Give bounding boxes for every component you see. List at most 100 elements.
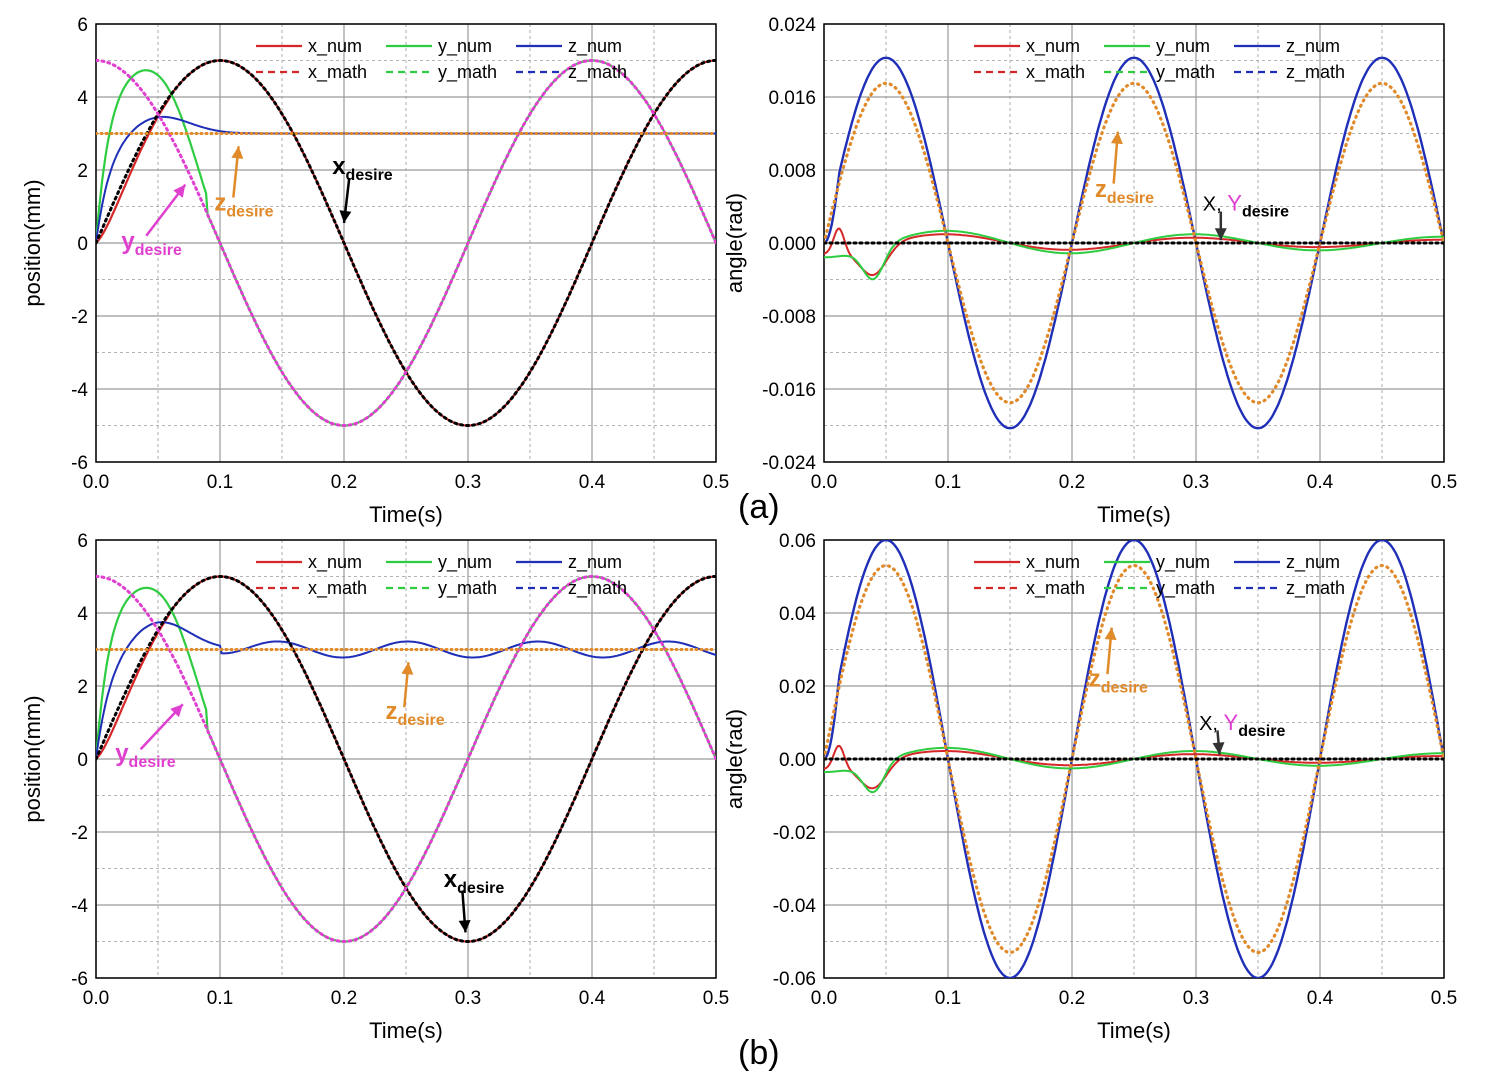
series-y-num: [824, 229, 1444, 281]
x-tick-label: 0.2: [1059, 472, 1085, 493]
x-tick-label: 0.0: [811, 988, 837, 1009]
annotation-label: X, Ydesire: [1203, 191, 1289, 221]
legend-label: z_math: [1286, 62, 1345, 83]
legend-label: z_num: [568, 36, 622, 57]
legend-label: z_num: [1286, 552, 1340, 573]
x-tick-label: 0.1: [207, 988, 233, 1009]
annotation-arrowhead: [339, 210, 352, 223]
y-tick-label: 4: [77, 604, 88, 625]
legend-label: x_num: [308, 552, 362, 573]
series-z-desire: [824, 81, 1444, 405]
x-tick-label: 0.4: [579, 988, 606, 1009]
y-tick-label: -6: [71, 453, 88, 474]
x-tick-label: 0.5: [703, 472, 729, 493]
series-z-num: [824, 56, 1444, 430]
y-axis-label: angle(rad): [722, 709, 747, 809]
y-tick-label: 6: [77, 531, 88, 552]
legend-label: z_num: [1286, 36, 1340, 57]
y-tick-label: 0.00: [779, 750, 816, 771]
legend-label: y_num: [438, 552, 492, 573]
annotation-arrowhead: [1110, 131, 1123, 145]
series-y-desire: [96, 575, 716, 943]
y-tick-label: -0.02: [773, 823, 816, 844]
legend-label: y_math: [438, 62, 497, 83]
y-tick-label: -0.024: [762, 453, 816, 474]
x-tick-label: 0.4: [1307, 988, 1334, 1009]
y-tick-label: -2: [71, 307, 88, 328]
x-tick-label: 0.2: [1059, 988, 1085, 1009]
y-tick-label: 2: [77, 161, 88, 182]
annotation-arrowhead: [1214, 228, 1227, 241]
legend-label: x_math: [308, 578, 367, 599]
annotation-arrowhead: [173, 184, 186, 198]
y-tick-label: 0: [77, 750, 88, 771]
y-tick-label: 4: [77, 88, 88, 109]
annotation-arrowhead: [401, 662, 414, 675]
panel-label-b: (b): [738, 1034, 780, 1072]
annotation-label: zdesire: [1095, 176, 1154, 207]
series-group: [96, 59, 716, 427]
x-tick-label: 0.3: [455, 472, 481, 493]
y-tick-label: -4: [71, 896, 88, 917]
x-axis-label: Time(s): [369, 1018, 443, 1043]
x-tick-label: 0.1: [207, 472, 233, 493]
legend-label: y_math: [1156, 62, 1215, 83]
y-tick-label: 6: [77, 15, 88, 36]
y-tick-label: 0.024: [768, 15, 816, 36]
annotation-arrowhead: [231, 146, 244, 159]
legend-label: z_math: [568, 62, 627, 83]
annotation-label: X, Ydesire: [1199, 710, 1285, 740]
series-z-num: [96, 621, 716, 760]
series-y-desire: [96, 59, 716, 427]
x-tick-label: 0.5: [1431, 472, 1457, 493]
x-tick-label: 0.1: [935, 988, 961, 1009]
x-tick-label: 0.3: [1183, 988, 1209, 1009]
y-axis-label: angle(rad): [722, 193, 747, 293]
y-tick-label: -6: [71, 969, 88, 990]
x-tick-label: 0.3: [455, 988, 481, 1009]
x-tick-label: 0.0: [83, 988, 109, 1009]
legend-label: x_math: [1026, 62, 1085, 83]
legend-label: x_num: [308, 36, 362, 57]
x-tick-label: 0.4: [1307, 472, 1334, 493]
series-z-num: [824, 540, 1444, 978]
y-tick-label: -0.06: [773, 969, 816, 990]
annotation-arrowhead: [1212, 742, 1225, 755]
y-tick-label: -0.04: [773, 896, 817, 917]
y-tick-label: 0.016: [768, 88, 816, 109]
series-z-desire: [824, 563, 1444, 955]
x-tick-label: 0.0: [83, 472, 109, 493]
series-group: [824, 56, 1444, 430]
chart-a-right: 0.0 0.1 0.2 0.3 0.4 0.5 -0.024 -0.016 -0.008 0.00…: [722, 15, 1457, 527]
x-tick-label: 0.4: [579, 472, 606, 493]
y-tick-label: 0.06: [779, 531, 816, 552]
x-tick-label: 0.3: [1183, 472, 1209, 493]
legend-label: x_math: [1026, 578, 1085, 599]
panel-label-a: (a): [738, 488, 780, 526]
y-axis-label: position(mm): [20, 695, 45, 822]
annotation-label: zdesire: [386, 698, 445, 729]
legend-label: y_math: [1156, 578, 1215, 599]
y-tick-label: -4: [71, 380, 88, 401]
legend-label: y_num: [438, 36, 492, 57]
x-tick-label: 0.5: [1431, 988, 1457, 1009]
legend-label: y_math: [438, 578, 497, 599]
annotation-arrowhead: [1104, 627, 1117, 641]
y-tick-label: 2: [77, 677, 88, 698]
legend-label: y_num: [1156, 36, 1210, 57]
x-tick-label: 0.0: [811, 472, 837, 493]
y-tick-label: 0.04: [779, 604, 816, 625]
annotation-label: zdesire: [1089, 665, 1148, 696]
x-axis-label: Time(s): [369, 502, 443, 527]
annotation-label: ydesire: [115, 740, 176, 771]
series-group: [824, 540, 1444, 978]
y-tick-label: -2: [71, 823, 88, 844]
series-y-num: [824, 746, 1444, 794]
chart-a-left: 0.0 0.1 0.2 0.3 0.4 0.5 -6 -4 -2 0 2 4 6 Time(s) posit…: [20, 15, 729, 527]
legend-label: x_num: [1026, 36, 1080, 57]
annotation-arrowhead: [170, 704, 183, 718]
y-tick-label: 0.000: [768, 234, 816, 255]
series-group: [96, 575, 716, 943]
legend-label: x_math: [308, 62, 367, 83]
